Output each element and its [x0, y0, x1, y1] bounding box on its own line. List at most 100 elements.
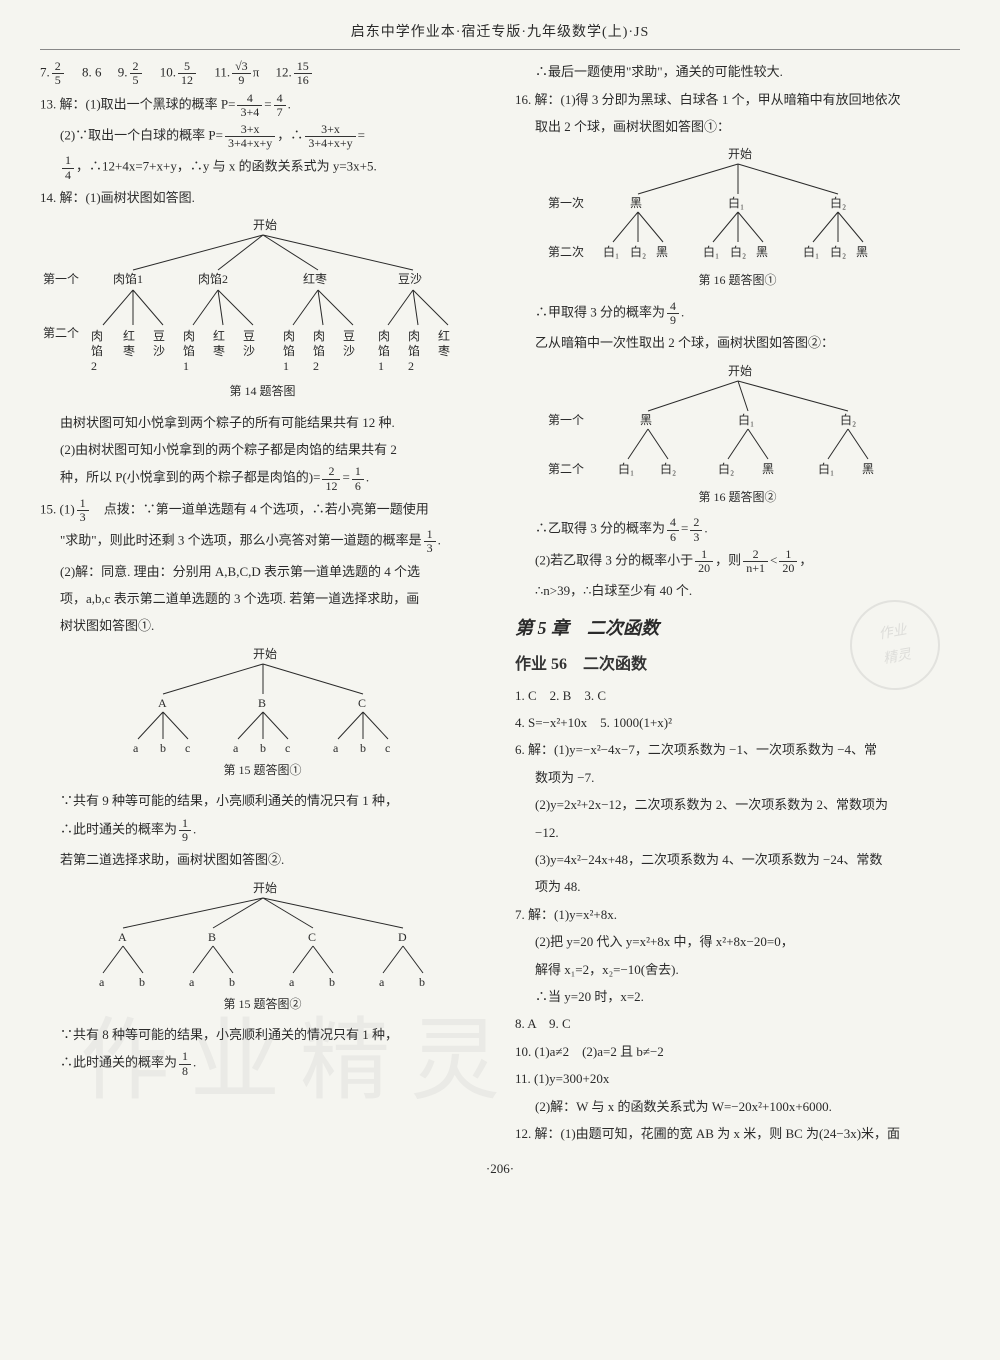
svg-text:a: a [333, 741, 339, 754]
svg-text:D: D [398, 930, 407, 944]
svg-text:A: A [158, 696, 167, 710]
svg-text:馅: 馅 [91, 343, 103, 358]
svg-text:2: 2 [91, 359, 97, 373]
svg-text:黑: 黑 [656, 245, 668, 259]
tree-16a: 开始 第一次 黑白₁白₂ 第二次 白₁白₂黑 白₁白₂黑 白₁白₂黑 [538, 144, 938, 264]
q16-f: ∴乙取得 3 分的概率为46=23. [515, 516, 960, 543]
svg-text:b: b [160, 741, 166, 754]
q15-2b: 项，a,b,c 表示第二道单选题的 3 个选项. 若第一道选择求助，画 [40, 587, 485, 610]
svg-text:馅: 馅 [408, 343, 420, 358]
svg-text:第一个: 第一个 [548, 413, 584, 427]
svg-text:肉: 肉 [183, 329, 195, 343]
svg-text:白₁: 白₁ [803, 244, 819, 259]
svg-text:开始: 开始 [253, 218, 277, 232]
svg-text:开始: 开始 [728, 147, 752, 161]
a6d: −12. [515, 821, 960, 844]
a6f: 项为 48. [515, 875, 960, 898]
svg-text:白₁: 白₁ [618, 461, 634, 476]
svg-text:第二次: 第二次 [548, 245, 584, 259]
svg-text:C: C [308, 930, 316, 944]
svg-text:豆沙: 豆沙 [398, 272, 422, 286]
q15-3a: ∵共有 9 种等可能的结果，小亮顺利通关的情况只有 1 种， [40, 789, 485, 812]
svg-text:白₂: 白₂ [840, 412, 856, 427]
svg-text:开始: 开始 [728, 364, 752, 378]
a7b: (2)把 y=20 代入 y=x²+8x 中，得 x²+8x−20=0， [515, 930, 960, 953]
svg-text:白₂: 白₂ [660, 461, 676, 476]
q16-c: ∴甲取得 3 分的概率为49. [515, 300, 960, 327]
a6e: (3)y=4x²−24x+48，二次项系数为 4、一次项系数为 −24、常数 [515, 848, 960, 871]
svg-text:第二个: 第二个 [548, 462, 584, 476]
q16-2: (2)若乙取得 3 分的概率小于120，则2n+1<120， [515, 548, 960, 575]
svg-text:黑: 黑 [856, 245, 868, 259]
page-header: 启东中学作业本·宿迁专版·九年级数学(上)·JS [40, 20, 960, 50]
svg-text:b: b [260, 741, 266, 754]
a4: 4. S=−x²+10x 5. 1000(1+x)² [515, 711, 960, 734]
svg-text:1: 1 [378, 359, 384, 373]
svg-text:肉: 肉 [283, 329, 295, 343]
svg-text:肉: 肉 [91, 329, 103, 343]
svg-text:肉馅1: 肉馅1 [113, 271, 143, 286]
svg-text:黑: 黑 [756, 245, 768, 259]
a7c: 解得 x₁=2，x₂=−10(舍去). [515, 958, 960, 981]
q13-line3: 14，∴12+4x=7+x+y，∴y 与 x 的函数关系式为 y=3x+5. [40, 154, 485, 181]
tree-14: 开始 第一个 肉馅1 肉馅2 红枣 豆沙 第二个 肉红豆 肉红豆 肉肉豆 肉肉红 [43, 215, 483, 375]
tree15a-caption: 第 15 题答图① [40, 760, 485, 782]
svg-text:B: B [258, 696, 266, 710]
svg-text:豆: 豆 [243, 329, 255, 343]
svg-text:第一次: 第一次 [548, 196, 584, 210]
svg-text:白₂: 白₂ [830, 195, 846, 210]
svg-text:白₁: 白₁ [603, 244, 619, 259]
svg-text:A: A [118, 930, 127, 944]
svg-text:红: 红 [123, 328, 135, 343]
a6b: 数项为 −7. [515, 766, 960, 789]
svg-text:沙: 沙 [243, 344, 255, 358]
svg-text:a: a [379, 975, 385, 988]
page-number: ·206· [40, 1157, 960, 1180]
svg-text:2: 2 [408, 359, 414, 373]
q15-5b: ∴此时通关的概率为18. [40, 1050, 485, 1077]
svg-text:白₂: 白₂ [718, 461, 734, 476]
svg-text:第一个: 第一个 [43, 272, 79, 286]
svg-text:a: a [189, 975, 195, 988]
svg-text:a: a [289, 975, 295, 988]
svg-text:黑: 黑 [640, 413, 652, 427]
svg-text:沙: 沙 [153, 344, 165, 358]
svg-text:枣: 枣 [123, 344, 135, 358]
tree-15a: 开始 ABC abc abc abc [93, 644, 433, 754]
a11a: 11. (1)y=300+20x [515, 1067, 960, 1090]
svg-text:C: C [358, 696, 366, 710]
q14-a: 由树状图可知小悦拿到两个粽子的所有可能结果共有 12 种. [40, 411, 485, 434]
q15-1c: "求助"，则此时还剩 3 个选项，那么小亮答对第一道题的概率是13. [40, 528, 485, 555]
answers-row-7-12: 7.25 8. 6 9.25 10.512 11.√39π 12.1516 [40, 60, 485, 87]
tree16b-caption: 第 16 题答图② [515, 487, 960, 509]
svg-text:b: b [229, 975, 235, 988]
q14-c: 种，所以 P(小悦拿到的两个粽子都是肉馅的)=212=16. [40, 465, 485, 492]
tree14-caption: 第 14 题答图 [40, 381, 485, 403]
tree16a-caption: 第 16 题答图① [515, 270, 960, 292]
svg-text:肉: 肉 [408, 329, 420, 343]
svg-text:豆: 豆 [153, 329, 165, 343]
svg-text:白₂: 白₂ [630, 244, 646, 259]
svg-text:沙: 沙 [343, 344, 355, 358]
svg-text:b: b [360, 741, 366, 754]
svg-text:黑: 黑 [862, 462, 874, 476]
svg-text:红枣: 红枣 [303, 271, 327, 286]
svg-text:红: 红 [438, 328, 450, 343]
a7a: 7. 解：(1)y=x²+8x. [515, 903, 960, 926]
svg-text:2: 2 [313, 359, 319, 373]
svg-text:b: b [139, 975, 145, 988]
svg-text:c: c [185, 741, 190, 754]
q13-line2: (2)∵取出一个白球的概率 P=3+x3+4+x+y，∴3+x3+4+x+y= [40, 123, 485, 150]
svg-text:馅: 馅 [378, 343, 390, 358]
svg-text:白₁: 白₁ [703, 244, 719, 259]
svg-text:白₂: 白₂ [830, 244, 846, 259]
svg-text:肉: 肉 [378, 329, 390, 343]
svg-text:白₁: 白₁ [738, 412, 754, 427]
a10: 10. (1)a≠2 (2)a=2 且 b≠−2 [515, 1040, 960, 1063]
svg-text:b: b [419, 975, 425, 988]
q15-4: 若第二道选择求助，画树状图如答图②. [40, 848, 485, 871]
tree-16b: 开始 第一个 黑白₁白₂ 第二个 白₁白₂ 白₂黑 白₁黑 [538, 361, 938, 481]
svg-text:馅: 馅 [183, 343, 195, 358]
left-column: 7.25 8. 6 9.25 10.512 11.√39π 12.1516 13… [40, 60, 485, 1149]
svg-text:a: a [133, 741, 139, 754]
